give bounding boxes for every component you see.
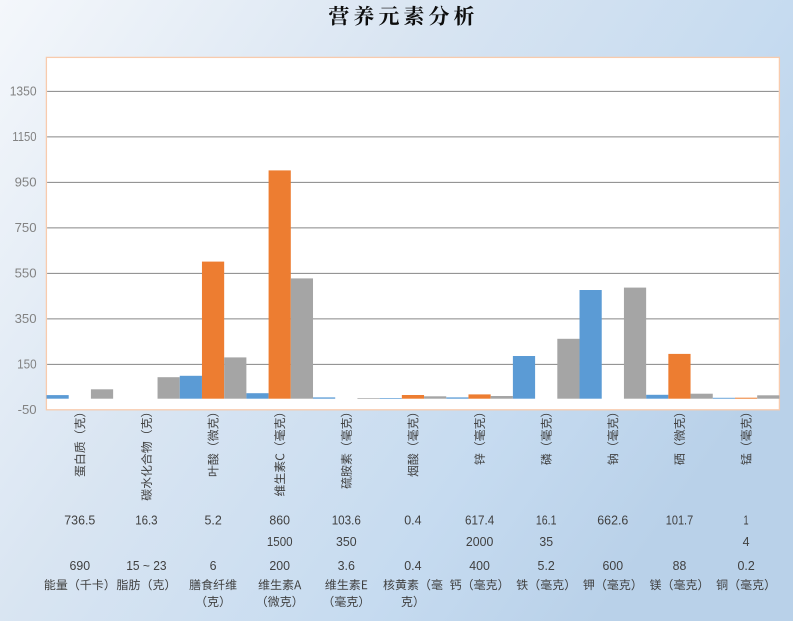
svg-text:35: 35 (539, 534, 553, 549)
svg-text:1150: 1150 (12, 129, 36, 144)
svg-text:860: 860 (269, 512, 290, 527)
svg-text:1: 1 (744, 512, 749, 527)
svg-text:5.2: 5.2 (204, 512, 221, 527)
svg-text:-50: -50 (18, 402, 37, 417)
svg-text:350: 350 (336, 534, 357, 549)
svg-text:1500: 1500 (267, 534, 293, 549)
svg-text:15 ~ 23: 15 ~ 23 (126, 558, 166, 573)
svg-text:1350: 1350 (10, 84, 37, 99)
svg-text:4: 4 (743, 534, 750, 549)
svg-text:6: 6 (210, 558, 217, 573)
svg-text:150: 150 (17, 357, 37, 372)
svg-text:400: 400 (469, 558, 490, 573)
svg-text:600: 600 (603, 558, 624, 573)
svg-text:662.6: 662.6 (597, 512, 628, 527)
svg-text:736.5: 736.5 (64, 512, 95, 527)
svg-text:3.6: 3.6 (338, 558, 355, 573)
svg-text:103.6: 103.6 (332, 512, 361, 527)
svg-text:750: 750 (15, 220, 37, 235)
svg-text:101.7: 101.7 (666, 512, 693, 527)
svg-text:5.2: 5.2 (538, 558, 555, 573)
svg-text:690: 690 (70, 558, 91, 573)
svg-text:0.4: 0.4 (404, 512, 421, 527)
svg-text:16.1: 16.1 (536, 512, 557, 527)
svg-text:2000: 2000 (466, 534, 493, 549)
svg-text:16.3: 16.3 (135, 512, 157, 527)
svg-text:550: 550 (15, 266, 37, 281)
svg-text:0.2: 0.2 (737, 558, 754, 573)
svg-text:950: 950 (15, 175, 37, 190)
svg-text:617.4: 617.4 (465, 512, 494, 527)
svg-text:200: 200 (269, 558, 290, 573)
svg-text:350: 350 (15, 311, 37, 326)
svg-text:0.4: 0.4 (404, 558, 421, 573)
svg-text:88: 88 (673, 558, 687, 573)
